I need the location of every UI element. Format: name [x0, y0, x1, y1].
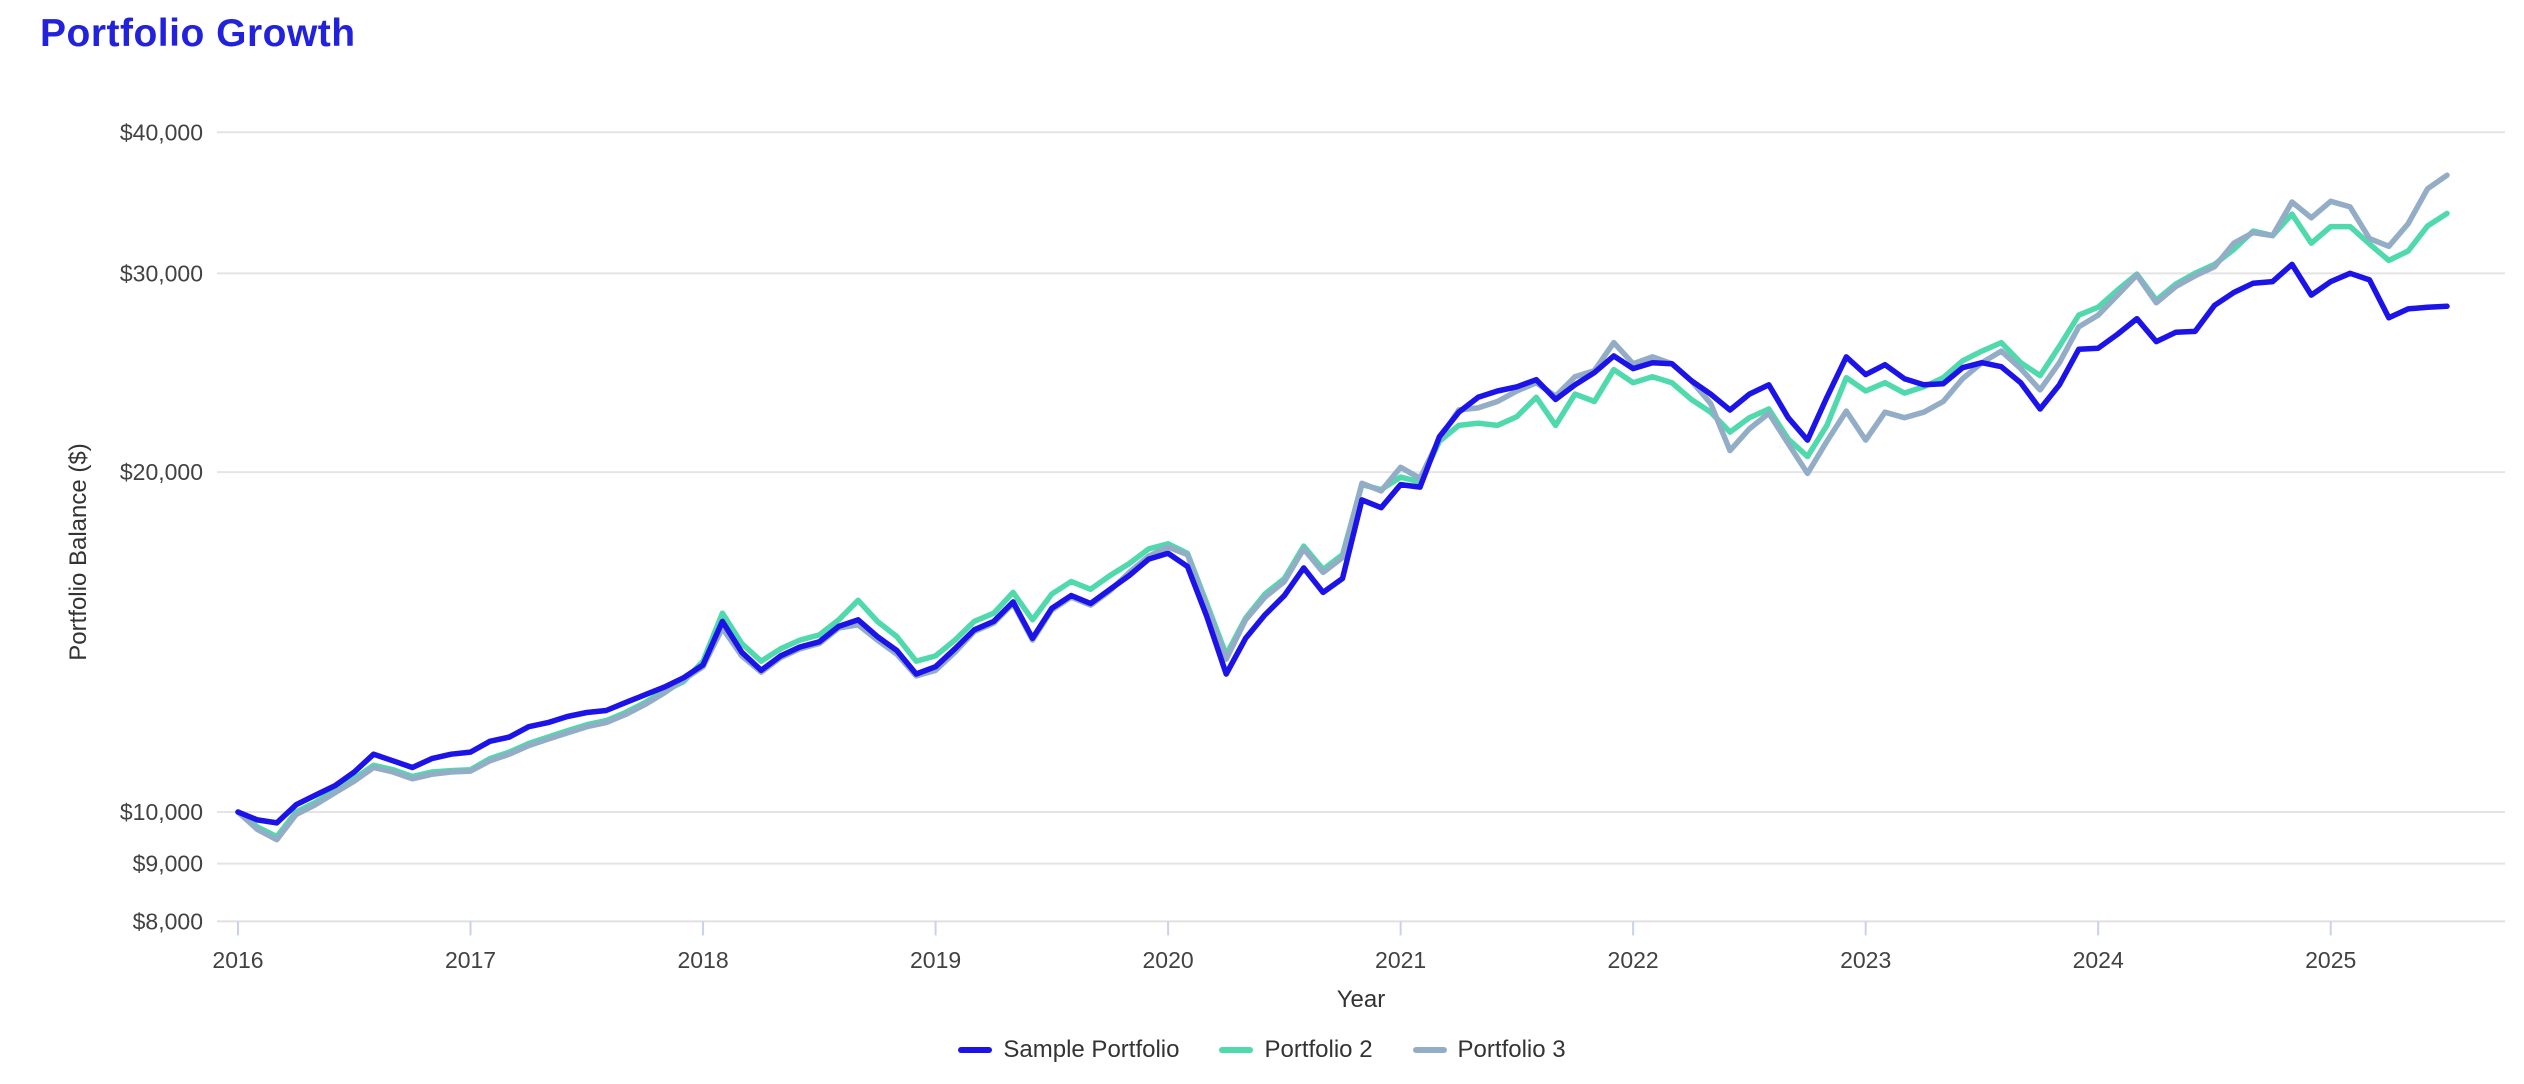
x-tick-label-2020: 2020: [1143, 947, 1194, 973]
y-tick-label-9000: $9,000: [133, 851, 203, 877]
series-line-portfolio-2: [235, 210, 2450, 840]
legend-item-portfolio-2[interactable]: Portfolio 2: [1219, 1036, 1373, 1064]
series-line-sample-portfolio: [235, 261, 2450, 826]
x-tick-label-2016: 2016: [212, 947, 263, 973]
x-tick-label-2021: 2021: [1375, 947, 1426, 973]
x-tick-label-2024: 2024: [2073, 947, 2124, 973]
y-tick-label-10000: $10,000: [120, 799, 203, 825]
legend-swatch-portfolio-2-icon: [1219, 1047, 1254, 1053]
y-tick-label-8000: $8,000: [133, 908, 203, 934]
page-title: Portfolio Growth: [40, 12, 356, 55]
legend-item-portfolio-3[interactable]: Portfolio 3: [1412, 1036, 1566, 1064]
x-tick-label-2017: 2017: [445, 947, 496, 973]
legend-label-portfolio-2: Portfolio 2: [1264, 1036, 1373, 1063]
y-tick-label-30000: $30,000: [120, 260, 203, 286]
legend-label-portfolio-3: Portfolio 3: [1457, 1036, 1566, 1063]
x-axis-title: Year: [1336, 986, 1386, 1013]
y-tick-label-20000: $20,000: [120, 459, 203, 485]
x-tick-label-2018: 2018: [677, 947, 728, 973]
legend-swatch-sample-portfolio-icon: [958, 1047, 993, 1053]
y-tick-label-40000: $40,000: [120, 119, 203, 145]
x-tick-label-2023: 2023: [1840, 947, 1891, 973]
x-tick-label-2019: 2019: [910, 947, 961, 973]
legend-item-sample-portfolio[interactable]: Sample Portfolio: [958, 1036, 1179, 1064]
legend-label-sample-portfolio: Sample Portfolio: [1003, 1036, 1180, 1063]
y-axis-title: Portfolio Balance ($): [65, 443, 92, 661]
series-line-portfolio-3: [235, 172, 2450, 843]
x-tick-label-2025: 2025: [2305, 947, 2356, 973]
x-tick-label-2022: 2022: [1608, 947, 1659, 973]
legend-swatch-portfolio-3-icon: [1412, 1047, 1447, 1053]
chart-legend: Sample Portfolio Portfolio 2 Portfolio 3: [0, 1036, 2524, 1064]
